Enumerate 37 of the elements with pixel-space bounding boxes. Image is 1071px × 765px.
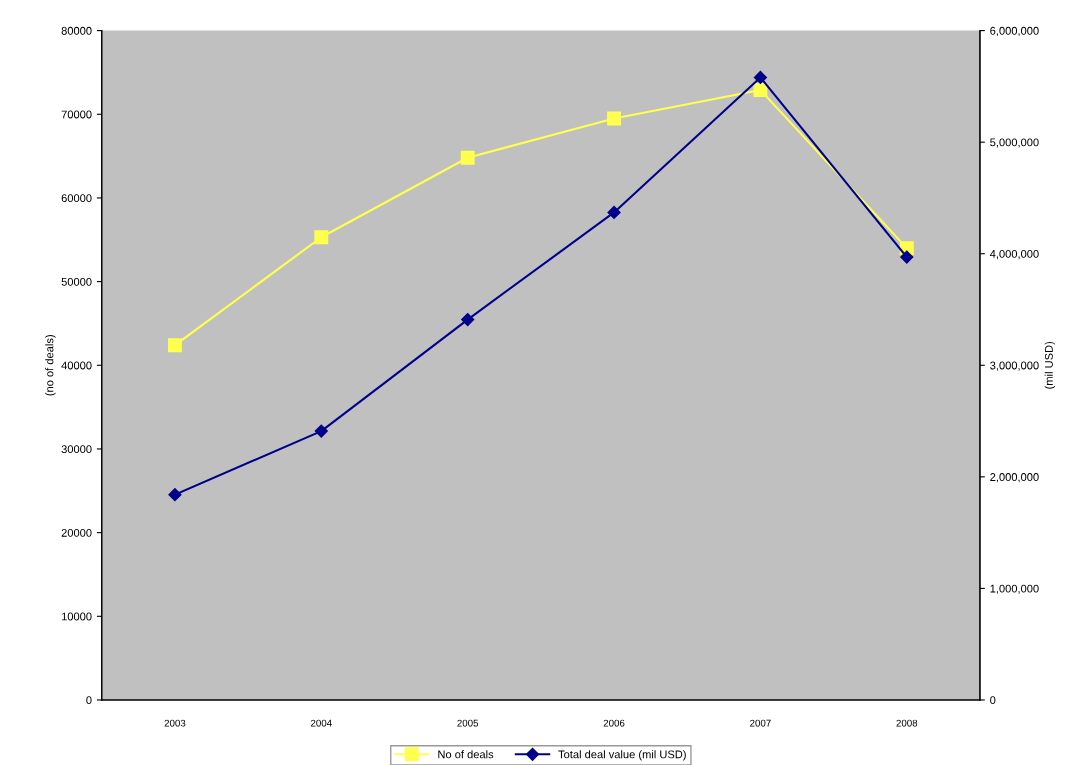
x-tick-label: 2005 xyxy=(457,719,479,727)
y2-tick-label: 2,000,000 xyxy=(990,473,1039,483)
point xyxy=(168,488,182,502)
y2-tick-label: 4,000,000 xyxy=(989,249,1039,260)
y-axis-title: (no of deals) xyxy=(45,335,56,396)
x-tick-label: 2008 xyxy=(896,719,918,727)
x-tick-label: 2007 xyxy=(750,719,771,727)
y2-tick-label: 0 xyxy=(990,696,996,705)
point xyxy=(607,111,621,126)
y-tick-label: 0 xyxy=(86,696,92,705)
y2-tick-label: 6,000,000 xyxy=(990,26,1039,37)
y-tick-label: 70000 xyxy=(61,110,92,119)
point xyxy=(461,312,475,327)
y2-tick-label: 3,000,000 xyxy=(990,361,1039,371)
y-tick-label: 20000 xyxy=(61,528,92,537)
point xyxy=(753,83,768,97)
x-tick-label: 2003 xyxy=(164,719,186,727)
x-tick-label: 2006 xyxy=(603,719,625,727)
point xyxy=(167,338,182,353)
point xyxy=(460,150,475,165)
y-tick-label: 40000 xyxy=(61,361,92,370)
legend-label: Total deal value (mil USD) xyxy=(558,750,686,761)
y-tick-label: 60000 xyxy=(61,194,92,203)
y-tick-label: 30000 xyxy=(61,445,92,454)
point xyxy=(314,424,328,438)
y2-tick-label: 1,000,000 xyxy=(990,584,1039,594)
y-tick-label: 80000 xyxy=(61,26,92,35)
x-tick-label: 2004 xyxy=(310,719,332,727)
legend-label: No of deals xyxy=(438,750,494,759)
point xyxy=(753,70,767,85)
point xyxy=(607,205,621,220)
point xyxy=(900,250,914,264)
point xyxy=(314,230,329,245)
y-tick-label: 50000 xyxy=(61,277,92,286)
y-tick-label: 10000 xyxy=(61,612,92,621)
y2-tick-label: 5,000,000 xyxy=(990,138,1039,148)
y2-axis-title: (mil USD) xyxy=(1044,341,1056,389)
